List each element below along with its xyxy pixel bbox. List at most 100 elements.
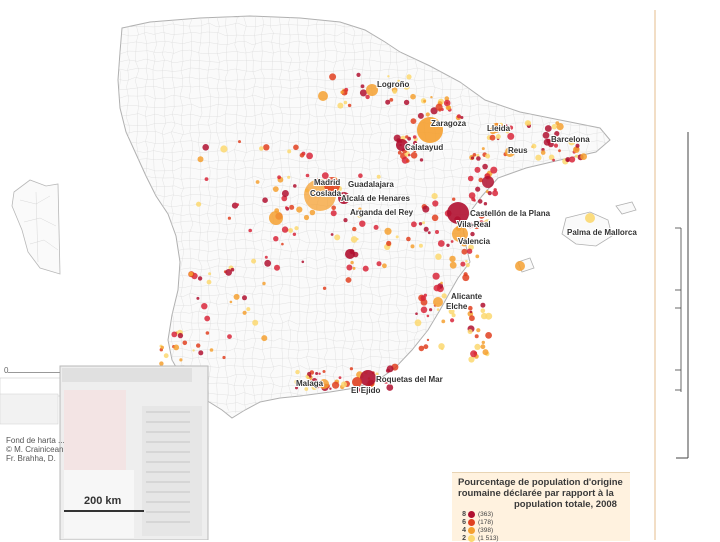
population-circle bbox=[285, 206, 288, 210]
city-label: Roquetas del Mar bbox=[376, 375, 443, 384]
population-circle bbox=[352, 226, 357, 232]
population-circle bbox=[295, 369, 300, 375]
population-circle bbox=[485, 312, 493, 320]
population-circle bbox=[417, 112, 424, 119]
population-circle bbox=[480, 308, 486, 314]
population-circle bbox=[493, 188, 497, 192]
population-circle bbox=[385, 99, 391, 105]
population-circle bbox=[289, 204, 295, 210]
city-label: Reus bbox=[508, 146, 528, 155]
population-circle bbox=[554, 131, 560, 137]
population-circle bbox=[569, 156, 576, 163]
legend-title-line-3: population totale, 2008 bbox=[514, 499, 617, 510]
population-circle bbox=[470, 350, 478, 358]
population-circle bbox=[347, 103, 352, 108]
city-label: Lleida bbox=[487, 124, 511, 133]
population-circle bbox=[246, 307, 251, 312]
population-circle bbox=[420, 306, 428, 314]
population-circle bbox=[431, 193, 438, 200]
population-circle bbox=[357, 212, 363, 218]
population-circle bbox=[329, 387, 332, 390]
population-circle bbox=[406, 236, 411, 242]
population-circle bbox=[535, 154, 542, 161]
city-labels: Logroño Zaragoza Lleida Barcelona Reus Calata… bbox=[295, 79, 638, 396]
legend-count: (398) bbox=[478, 527, 494, 534]
population-circle bbox=[343, 218, 348, 223]
population-circle bbox=[446, 243, 450, 247]
legend-title-line-2: roumaine déclarée par rapport à la bbox=[458, 488, 614, 499]
legend-count: (1 513) bbox=[478, 535, 499, 542]
population-circle bbox=[406, 74, 412, 80]
population-circle bbox=[449, 261, 457, 269]
population-circle bbox=[435, 103, 443, 111]
population-circle bbox=[204, 315, 211, 322]
population-circle bbox=[321, 172, 329, 180]
population-circle bbox=[288, 228, 293, 233]
population-circle bbox=[159, 361, 164, 366]
population-circle bbox=[263, 144, 270, 151]
population-circle bbox=[196, 296, 200, 300]
population-circle bbox=[478, 177, 484, 183]
population-circle bbox=[476, 156, 481, 161]
population-circle bbox=[422, 221, 425, 225]
population-symbols bbox=[159, 72, 595, 394]
portugal-borders bbox=[19, 191, 59, 263]
population-circle bbox=[467, 222, 474, 229]
population-circle bbox=[515, 261, 525, 271]
population-circle bbox=[376, 261, 382, 267]
population-circle bbox=[411, 221, 417, 228]
population-circle bbox=[330, 233, 334, 236]
population-circle bbox=[450, 240, 454, 243]
population-circle bbox=[205, 331, 210, 335]
population-circle bbox=[230, 267, 235, 272]
population-circle bbox=[225, 269, 233, 276]
population-circle bbox=[558, 149, 561, 153]
population-circle bbox=[406, 159, 410, 163]
population-circle bbox=[482, 176, 494, 188]
population-circle bbox=[382, 263, 387, 269]
population-circle bbox=[350, 236, 358, 243]
population-circle bbox=[294, 378, 301, 385]
city-label: Alicante bbox=[451, 292, 483, 301]
population-circle bbox=[475, 254, 480, 259]
population-circle bbox=[182, 340, 188, 346]
population-circle bbox=[233, 293, 240, 300]
population-circle bbox=[197, 156, 204, 163]
population-circle bbox=[415, 312, 418, 316]
population-circle bbox=[474, 343, 481, 350]
population-circle bbox=[470, 156, 475, 160]
city-label: El Ejido bbox=[351, 386, 380, 395]
population-circle bbox=[480, 344, 486, 350]
population-circle bbox=[466, 248, 473, 254]
population-circle bbox=[452, 197, 456, 201]
population-circle bbox=[547, 141, 554, 148]
population-circle bbox=[451, 313, 456, 318]
population-circle bbox=[197, 276, 203, 281]
population-circle bbox=[436, 308, 440, 311]
population-circle bbox=[477, 199, 483, 204]
population-circle bbox=[281, 226, 289, 233]
population-circle bbox=[485, 153, 491, 159]
population-circle bbox=[356, 72, 361, 77]
left-fragment-text: 0 bbox=[4, 366, 9, 375]
population-circle bbox=[410, 93, 416, 100]
population-circle bbox=[468, 305, 473, 311]
population-circle bbox=[208, 272, 212, 276]
population-circle bbox=[340, 90, 344, 94]
portugal-fragment bbox=[11, 179, 61, 275]
population-circle bbox=[173, 344, 180, 351]
population-circle bbox=[403, 99, 410, 106]
legend-value: 8 bbox=[462, 511, 466, 518]
population-circle bbox=[293, 144, 299, 151]
city-label: Vila-Real bbox=[457, 220, 491, 229]
population-circle bbox=[469, 315, 475, 322]
population-circle bbox=[204, 177, 209, 182]
population-circle bbox=[358, 173, 363, 178]
population-circle bbox=[294, 226, 299, 231]
population-circle bbox=[483, 202, 488, 206]
population-circle bbox=[358, 207, 362, 211]
population-circle bbox=[472, 153, 477, 157]
population-circle bbox=[206, 279, 212, 285]
population-circle bbox=[345, 249, 355, 259]
population-circle bbox=[384, 227, 392, 235]
